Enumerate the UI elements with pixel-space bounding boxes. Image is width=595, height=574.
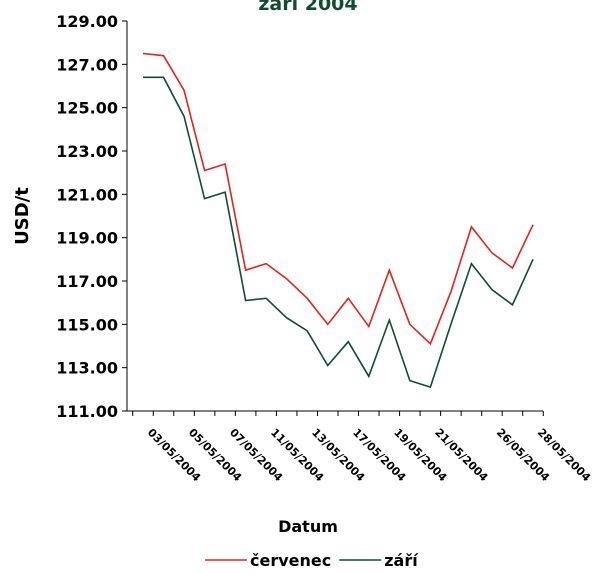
y-tick-label: 119.00 [56, 229, 118, 248]
y-tick-label: 111.00 [56, 402, 118, 421]
legend-label: červenec [250, 551, 331, 570]
y-tick-label: 113.00 [56, 359, 118, 378]
y-tick-label: 121.00 [56, 185, 118, 204]
series-line [142, 52, 534, 346]
y-tick-label: 115.00 [56, 315, 118, 334]
y-tick-label: 117.00 [56, 272, 118, 291]
y-tick-label: 129.00 [56, 12, 118, 31]
y-tick-label: 125.00 [56, 99, 118, 118]
y-tick-label: 123.00 [56, 142, 118, 161]
legend-label: září [384, 551, 419, 570]
chart-title: září 2004 [258, 0, 357, 15]
y-tick-label: 127.00 [56, 55, 118, 74]
y-axis-label: USD/t [12, 187, 33, 245]
x-axis-label: Datum [278, 517, 338, 536]
series-line [143, 76, 534, 389]
